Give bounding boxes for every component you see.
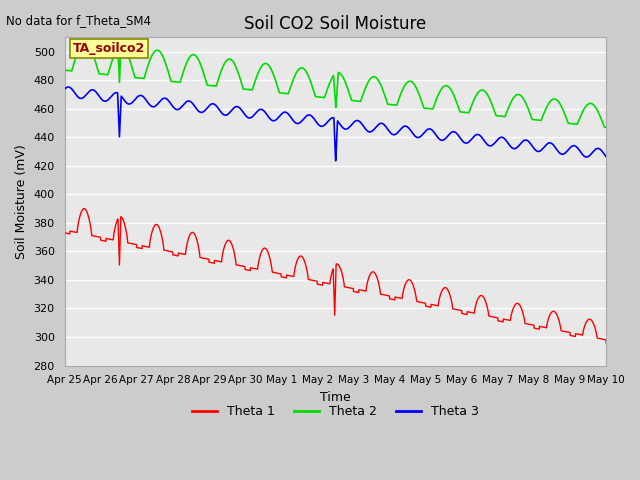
Text: No data for f_Theta_SM4: No data for f_Theta_SM4 — [6, 14, 152, 27]
Title: Soil CO2 Soil Moisture: Soil CO2 Soil Moisture — [244, 15, 426, 33]
X-axis label: Time: Time — [320, 391, 351, 404]
Y-axis label: Soil Moisture (mV): Soil Moisture (mV) — [15, 144, 28, 259]
Legend: Theta 1, Theta 2, Theta 3: Theta 1, Theta 2, Theta 3 — [188, 400, 483, 423]
Text: TA_soilco2: TA_soilco2 — [73, 42, 145, 55]
